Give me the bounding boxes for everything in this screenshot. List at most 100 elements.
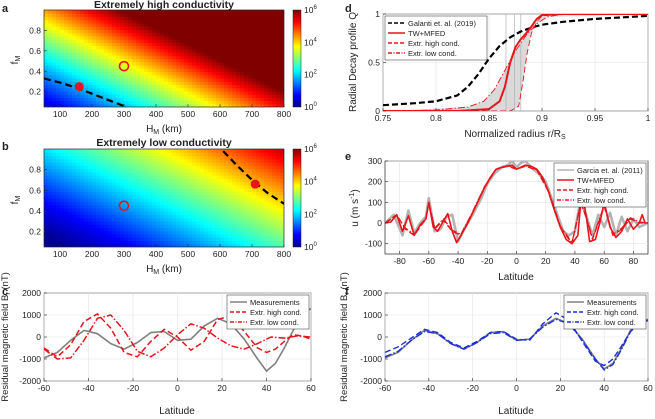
legend-label: Galanti et. al. (2019) xyxy=(408,19,476,28)
heatmap-cell xyxy=(104,29,109,34)
heatmap-cell xyxy=(68,149,73,153)
heatmap-cell xyxy=(220,26,225,30)
heatmap-cell xyxy=(124,149,129,153)
heatmap-cell xyxy=(272,240,277,245)
heatmap-cell xyxy=(96,224,101,228)
heatmap-cell xyxy=(196,181,201,186)
heatmap-cell xyxy=(128,227,133,232)
heatmap-cell xyxy=(224,32,229,37)
heatmap-cell xyxy=(72,32,77,37)
heatmap-cell xyxy=(220,74,225,79)
heatmap-cell xyxy=(280,84,284,89)
heatmap-cell xyxy=(96,191,101,196)
heatmap-cell xyxy=(248,230,253,235)
heatmap-cell xyxy=(220,29,225,34)
heatmap-cell xyxy=(168,198,173,202)
heatmap-cell xyxy=(228,68,233,73)
heatmap-cell xyxy=(44,184,49,189)
heatmap-cell xyxy=(84,181,89,186)
heatmap-cell xyxy=(84,22,89,27)
heatmap-cell xyxy=(88,175,93,179)
heatmap-cell xyxy=(124,39,129,43)
heatmap-cell xyxy=(80,178,85,183)
heatmap-cell xyxy=(216,29,221,34)
heatmap-cell xyxy=(76,13,81,18)
heatmap-cell xyxy=(260,162,265,166)
heatmap-cell xyxy=(56,103,61,107)
heatmap-cell xyxy=(80,158,85,163)
heatmap-cell xyxy=(192,224,197,228)
heatmap-cell xyxy=(60,181,65,186)
heatmap-cell xyxy=(276,204,281,209)
heatmap-cell xyxy=(276,220,281,225)
heatmap-cell xyxy=(108,52,113,56)
heatmap-cell xyxy=(84,84,89,89)
heatmap-cell xyxy=(60,184,65,189)
heatmap-cell xyxy=(192,243,197,247)
heatmap-cell xyxy=(192,45,197,50)
heatmap-cell xyxy=(168,52,173,56)
heatmap-cell xyxy=(172,39,177,43)
heatmap-cell xyxy=(108,90,113,95)
heatmap-cell xyxy=(280,58,284,63)
heatmap-cell xyxy=(244,68,249,73)
x-tick-label: 100 xyxy=(53,249,67,259)
heatmap-cell xyxy=(228,64,233,69)
heatmap-cell xyxy=(248,55,253,60)
heatmap-cell xyxy=(224,230,229,235)
heatmap-cell xyxy=(276,32,281,37)
heatmap-cell xyxy=(228,211,233,215)
heatmap-cell xyxy=(124,84,129,89)
heatmap-cell xyxy=(108,74,113,79)
heatmap-cell xyxy=(80,230,85,235)
heatmap-cell xyxy=(68,61,73,66)
heatmap-cell xyxy=(160,26,165,30)
heatmap-cell xyxy=(200,158,205,163)
heatmap-cell xyxy=(268,198,273,202)
heatmap-cell xyxy=(116,22,121,27)
heatmap-cell xyxy=(192,198,197,202)
heatmap-cell xyxy=(184,55,189,60)
heatmap-cell xyxy=(204,42,209,47)
heatmap-cell xyxy=(184,10,189,14)
heatmap-cell xyxy=(152,100,157,105)
heatmap-cell xyxy=(272,162,277,166)
heatmap-cell xyxy=(280,87,284,92)
heatmap-cell xyxy=(244,61,249,66)
heatmap-cell xyxy=(264,87,269,92)
heatmap-cell xyxy=(272,230,277,235)
heatmap-cell xyxy=(176,152,181,157)
heatmap-cell xyxy=(140,220,145,225)
heatmap-cell xyxy=(76,188,81,193)
heatmap-cell xyxy=(268,26,273,30)
heatmap-cell xyxy=(132,77,137,82)
heatmap-cell xyxy=(76,227,81,232)
heatmap-cell xyxy=(204,32,209,37)
heatmap-cell xyxy=(164,240,169,245)
heatmap-cell xyxy=(100,162,105,166)
heatmap-cell xyxy=(180,181,185,186)
heatmap-cell xyxy=(64,61,69,66)
heatmap-cell xyxy=(116,45,121,50)
heatmap-cell xyxy=(44,204,49,209)
heatmap-cell xyxy=(220,61,225,66)
heatmap-cell xyxy=(168,201,173,206)
heatmap-cell xyxy=(264,220,269,225)
heatmap-cell xyxy=(252,94,257,98)
heatmap-cell xyxy=(104,211,109,215)
heatmap-cell xyxy=(208,68,213,73)
heatmap-cell xyxy=(264,55,269,60)
heatmap-cell xyxy=(216,81,221,85)
heatmap-cell xyxy=(84,87,89,92)
heatmap-cell xyxy=(80,162,85,166)
heatmap-cell xyxy=(232,90,237,95)
heatmap-cell xyxy=(60,39,65,43)
heatmap-cell xyxy=(252,29,257,34)
heatmap-cell xyxy=(164,81,169,85)
heatmap-cell xyxy=(108,16,113,21)
heatmap-cell xyxy=(176,227,181,232)
heatmap-cell xyxy=(200,61,205,66)
heatmap-cell xyxy=(76,237,81,242)
heatmap-cell xyxy=(120,201,125,206)
heatmap-cell xyxy=(192,97,197,102)
